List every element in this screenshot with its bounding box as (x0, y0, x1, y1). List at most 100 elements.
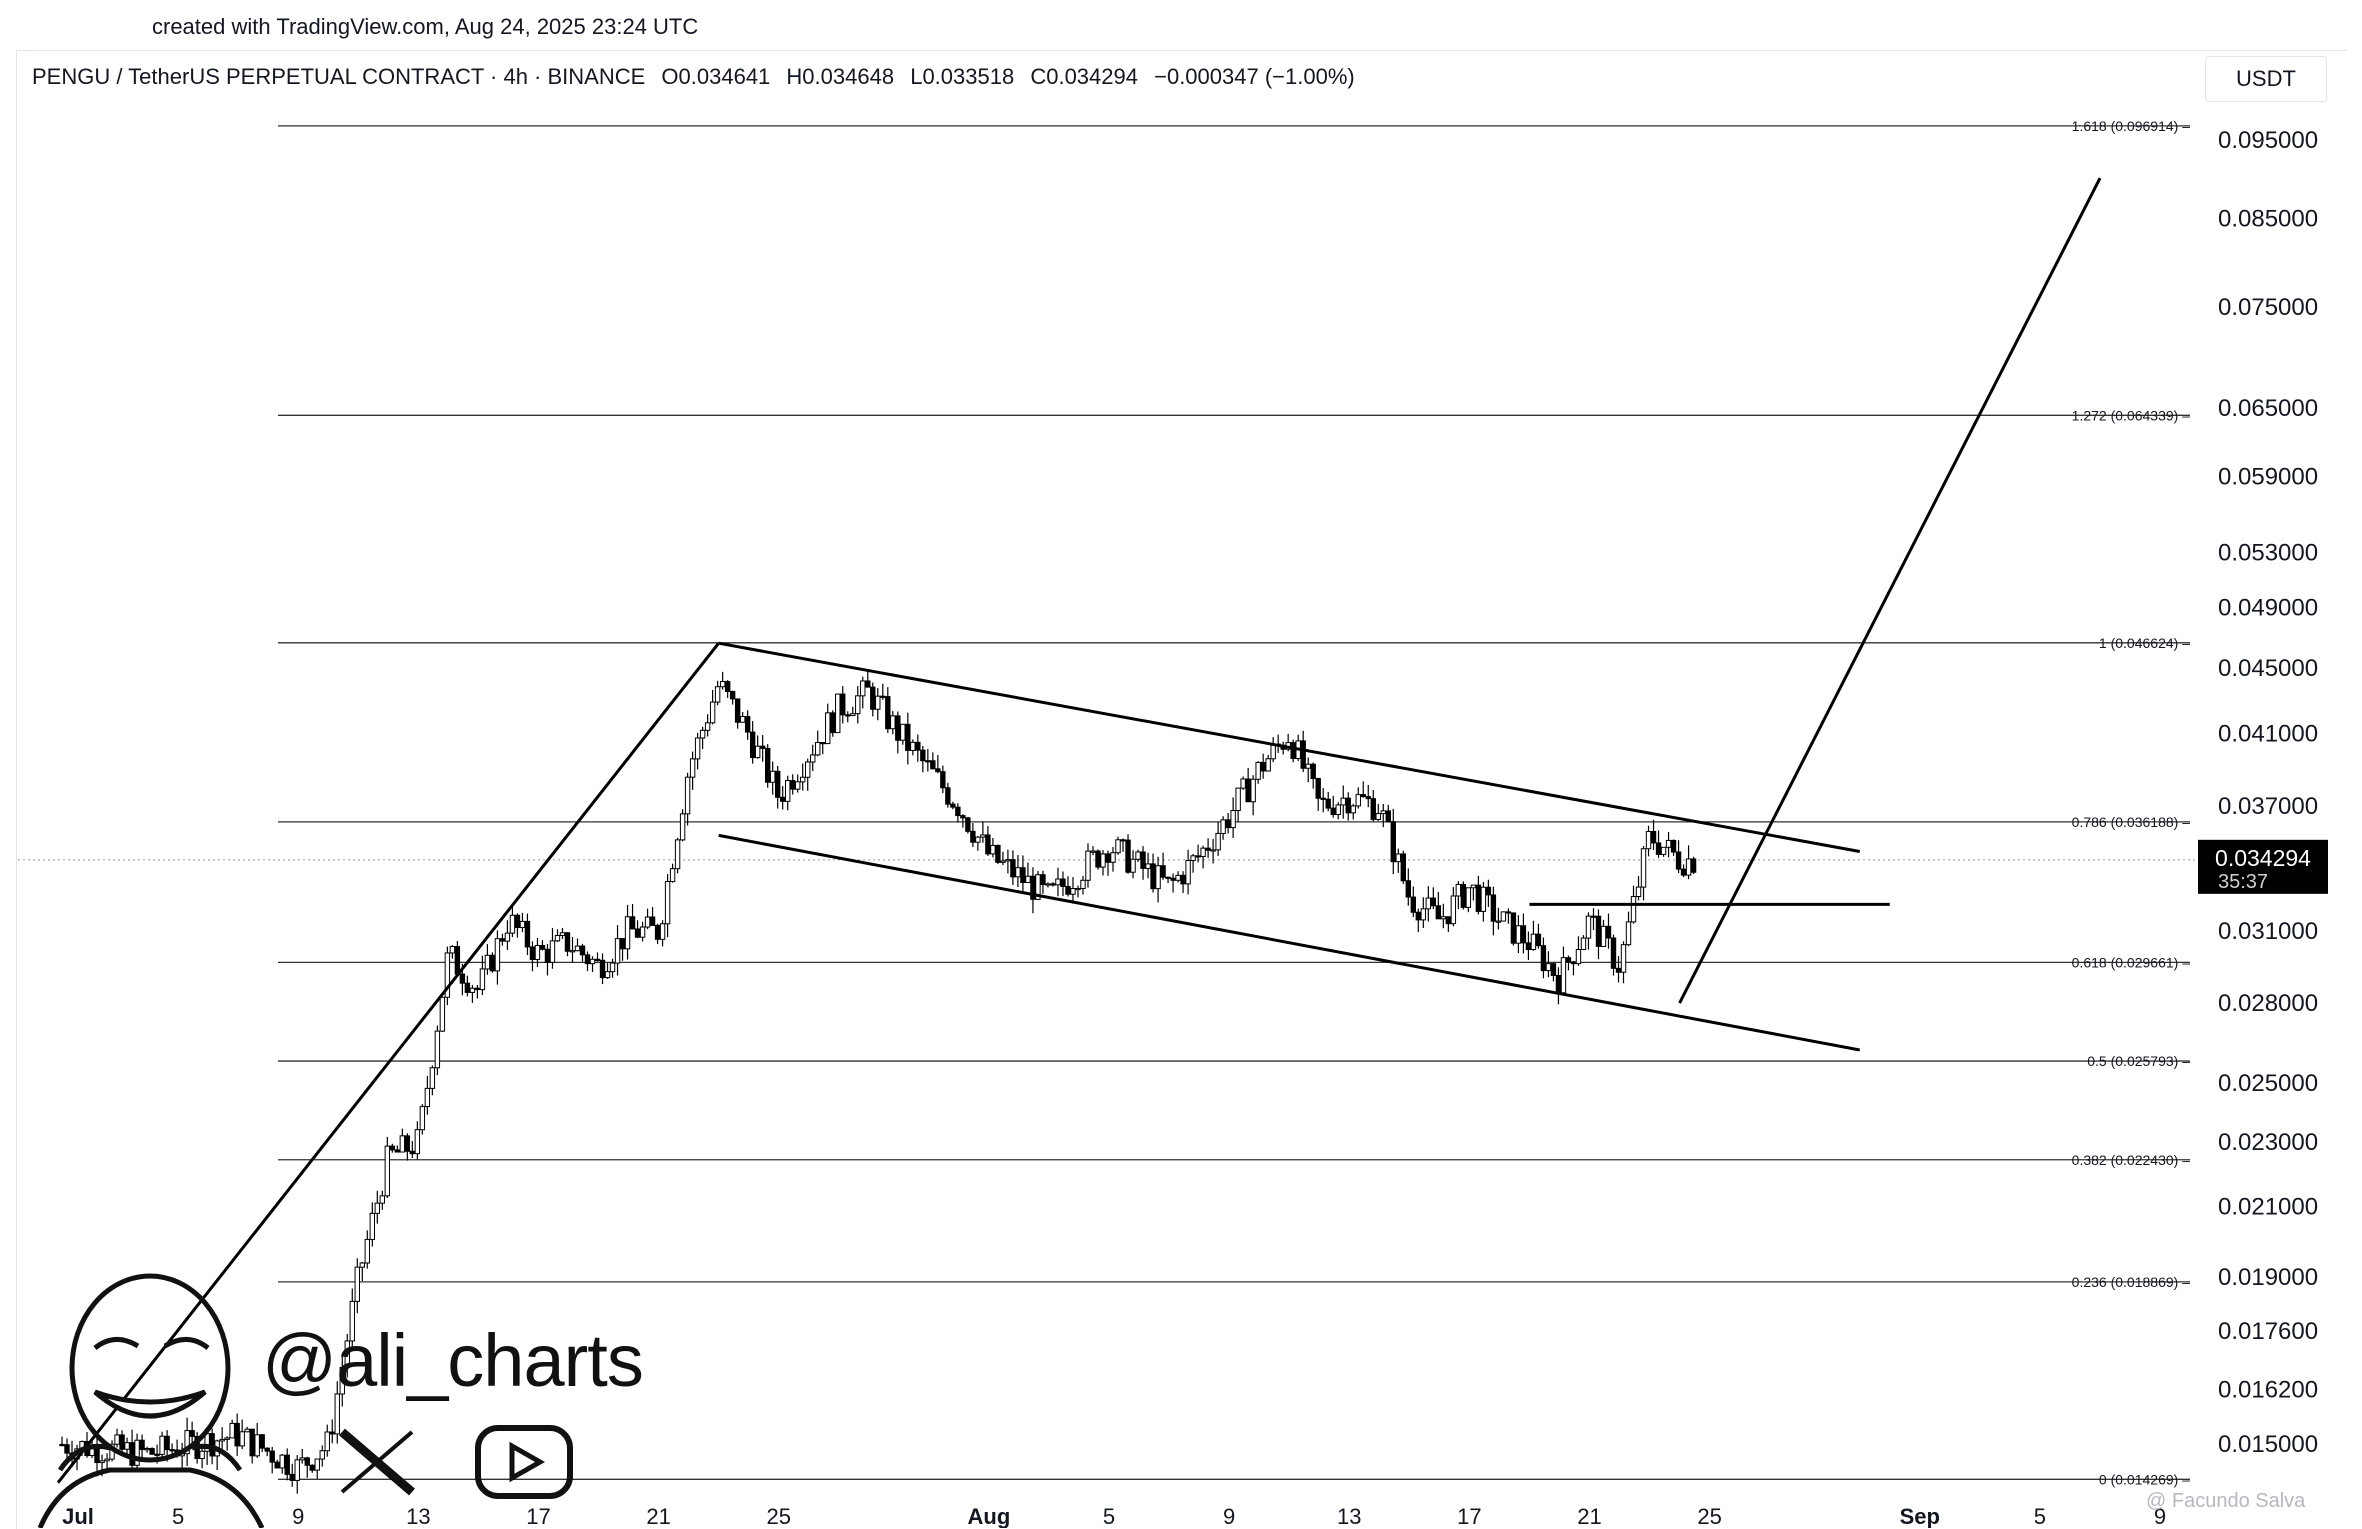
candle-body (935, 768, 941, 773)
candle-body (509, 914, 516, 934)
candle-body (1580, 937, 1587, 950)
date-tick-label: 25 (1697, 1504, 1721, 1528)
candle-body (805, 761, 811, 778)
trendline-channel-upper[interactable] (718, 641, 1861, 853)
candle-body (1170, 877, 1176, 881)
price-tick-label: 0.095000 (2218, 127, 2318, 154)
candle-body (1340, 797, 1346, 806)
candle-body (1420, 908, 1427, 921)
candle-body (609, 962, 616, 973)
candle-body (785, 780, 791, 802)
date-tick-label: 25 (766, 1504, 790, 1528)
candle-body (870, 686, 876, 710)
candle-body (1465, 887, 1472, 908)
candle-body (1200, 847, 1206, 857)
candle-body (1390, 821, 1396, 863)
date-tick-label: Jul (62, 1504, 94, 1528)
candle-body (1315, 778, 1321, 799)
candle-body (449, 946, 456, 954)
candle-body (1565, 957, 1572, 963)
candle-body (1015, 867, 1021, 878)
bar-countdown: 35:37 (2218, 871, 2268, 893)
currency-selector[interactable]: USDT (2205, 56, 2327, 102)
candle-body (1195, 855, 1201, 858)
candle-body (1000, 860, 1006, 863)
candle-body (1165, 876, 1171, 879)
candle-body (559, 932, 566, 936)
price-tick-label: 0.049000 (2218, 595, 2318, 622)
ohlc-high: H0.034648 (786, 64, 895, 89)
candle-body (539, 944, 546, 950)
candle-body (1460, 883, 1467, 908)
candle-body (624, 916, 631, 950)
candle-body (99, 1460, 105, 1464)
candle-body (1210, 849, 1216, 852)
youtube-triangle (509, 1441, 546, 1483)
candle-body (234, 1422, 240, 1447)
candle-body (1155, 865, 1161, 890)
candle-body (619, 938, 626, 950)
candle-body (1480, 886, 1487, 912)
candle-body (1150, 863, 1156, 890)
candle-body (1370, 798, 1376, 820)
candle-body (469, 987, 476, 993)
candle-body (1080, 879, 1086, 889)
candle-body (159, 1435, 165, 1455)
candle-body (1495, 920, 1502, 923)
price-tick-label: 0.021000 (2218, 1193, 2318, 1220)
price-tick-label: 0.016200 (2218, 1377, 2318, 1404)
candle-body (369, 1212, 375, 1240)
date-tick-label: 5 (172, 1504, 184, 1528)
candle-body (129, 1442, 135, 1466)
candle-body (975, 836, 981, 843)
candle-body (679, 813, 686, 841)
candle-body (1490, 894, 1497, 922)
price-tick-label: 0.059000 (2218, 464, 2318, 491)
candle-body (1310, 763, 1316, 780)
candle-body (269, 1450, 275, 1463)
candle-body (434, 1030, 441, 1069)
candle-body (254, 1434, 260, 1457)
candle-body (910, 741, 916, 751)
trendline-channel-lower[interactable] (718, 833, 1861, 1052)
date-tick-label: 5 (1103, 1504, 1115, 1528)
candle-body (995, 844, 1001, 863)
candle-body (229, 1422, 235, 1439)
candle-body (404, 1135, 411, 1152)
candle-body (389, 1145, 396, 1151)
candle-body (1485, 886, 1492, 896)
candle-body (729, 690, 736, 700)
candle-body (1590, 915, 1597, 918)
candle-body (1060, 878, 1066, 887)
candle-body (1180, 874, 1186, 885)
candle-body (1105, 853, 1111, 863)
candle-body (329, 1431, 335, 1435)
candle-body (885, 696, 891, 730)
candle-body (1605, 925, 1612, 939)
candle-body (1065, 885, 1071, 895)
symbol-title[interactable]: PENGU / TetherUS PERPETUAL CONTRACT · 4h… (32, 64, 646, 89)
candle-body (139, 1439, 145, 1451)
candle-body (1515, 925, 1522, 944)
candle-body (524, 920, 531, 948)
date-tick-label: 9 (2154, 1504, 2166, 1528)
fib-level-label: 0.382 (0.022430) – (2072, 1152, 2191, 1168)
price-tick-label: 0.075000 (2218, 294, 2318, 321)
candle-body (399, 1135, 406, 1153)
candle-body (734, 698, 741, 723)
candle-body (1305, 763, 1311, 769)
candle-body (599, 959, 606, 979)
candle-body (544, 948, 551, 963)
portrait-icon (37, 1273, 265, 1528)
date-tick-label: 17 (1457, 1504, 1481, 1528)
candle-body (664, 880, 671, 925)
candle-body (1190, 855, 1196, 862)
trendline-projection[interactable] (1678, 177, 2102, 1004)
candle-body (1350, 805, 1356, 814)
candle-body (1540, 945, 1547, 972)
price-tick-label: 0.065000 (2218, 395, 2318, 422)
candle-body (439, 996, 446, 1032)
price-tick-label: 0.045000 (2218, 655, 2318, 682)
candle-body (860, 680, 866, 697)
